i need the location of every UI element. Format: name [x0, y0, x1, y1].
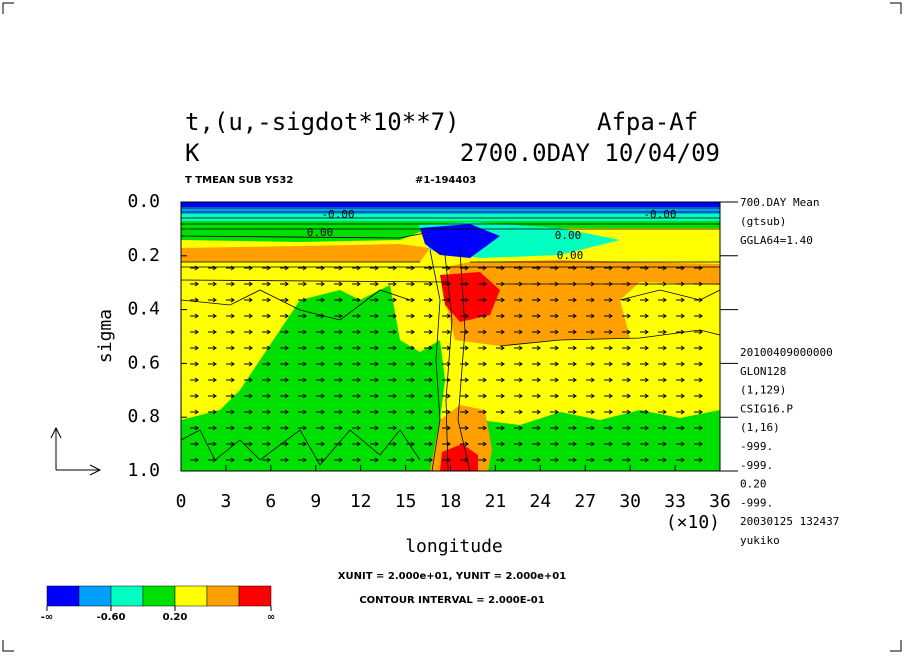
y-tick-label: 0.0	[127, 191, 160, 212]
subtitle: T TMEAN SUB YS32	[185, 175, 293, 186]
x-tick-label: 18	[440, 491, 462, 512]
info-text: (1,129)	[740, 384, 786, 397]
info-text: yukiko	[740, 534, 780, 547]
colorbar-box	[206, 585, 240, 607]
axis-legend-arrows	[50, 426, 102, 476]
info-text: 700.DAY Mean	[740, 196, 819, 209]
x-tick-label: 0	[176, 491, 187, 512]
x-tick-label: 21	[485, 491, 507, 512]
x-tick-label: 15	[395, 491, 417, 512]
contour-interval: CONTOUR INTERVAL = 2.000E-01	[359, 595, 544, 606]
run-id: #1-194403	[415, 175, 476, 186]
x-tick-label: 27	[574, 491, 596, 512]
x-tick-label: 30	[619, 491, 641, 512]
y-tick-label: 0.6	[127, 352, 160, 373]
y-tick-label: 0.4	[127, 299, 160, 320]
y-tick-label: 1.0	[127, 460, 160, 481]
vector-arrows	[190, 265, 703, 463]
y-axis-label: sigma	[95, 309, 116, 363]
contour-label: 0.00	[307, 226, 334, 239]
colorbar-box	[238, 585, 272, 607]
y-tick-label: 0.8	[127, 406, 160, 427]
colorbar-box	[46, 585, 80, 607]
contour-lines	[180, 207, 721, 472]
x-tick-label: 3	[220, 491, 231, 512]
contour-label: -0.00	[643, 208, 676, 221]
colorbar-box	[110, 585, 144, 607]
x-tick-label: 24	[529, 491, 551, 512]
colorbar-label: 0.20	[163, 612, 188, 623]
info-text: GGLA64=1.40	[740, 234, 813, 247]
arrow-field	[190, 265, 703, 463]
info-text: -999.	[740, 496, 773, 509]
vector-units: XUNIT = 2.000e+01, YUNIT = 2.000e+01	[338, 571, 566, 582]
colorbar-box	[174, 585, 208, 607]
info-text: GLON128	[740, 365, 786, 378]
time-label: 2700.0DAY 10/04/09	[460, 139, 720, 167]
title-right: Afpa-Af	[597, 108, 698, 136]
y-tick-label: 0.2	[127, 245, 160, 266]
field	[181, 202, 720, 471]
info-text: (gtsub)	[740, 215, 786, 228]
contour-label: 0.00	[555, 229, 582, 242]
info-text: 20100409000000	[740, 346, 833, 359]
contour-label: 0.00	[557, 249, 584, 262]
x-tick-label: 6	[265, 491, 276, 512]
chart-title: t,(u,-sigdot*10**7)	[185, 108, 460, 136]
colorbar-box	[142, 585, 176, 607]
x-tick-label: 12	[350, 491, 372, 512]
x-tick-label: 9	[310, 491, 321, 512]
x-tick-label: 33	[664, 491, 686, 512]
info-text: 20030125 132437	[740, 515, 839, 528]
x-axis-label: longitude	[405, 536, 503, 557]
colorbar-box	[78, 585, 112, 607]
colorbar-label: -0.60	[97, 612, 126, 623]
info-text: -999.	[740, 440, 773, 453]
x-multiplier: (×10)	[666, 512, 720, 533]
colorbar-label: -∞	[41, 612, 53, 623]
info-text: 0.20	[740, 478, 767, 491]
units: K	[185, 139, 200, 167]
x-tick-label: 36	[709, 491, 731, 512]
colorbar-label: ∞	[267, 612, 275, 623]
info-text: CSIG16.P	[740, 402, 793, 415]
info-text: -999.	[740, 459, 773, 472]
contour-label: -0.00	[321, 208, 354, 221]
info-text: (1,16)	[740, 421, 780, 434]
